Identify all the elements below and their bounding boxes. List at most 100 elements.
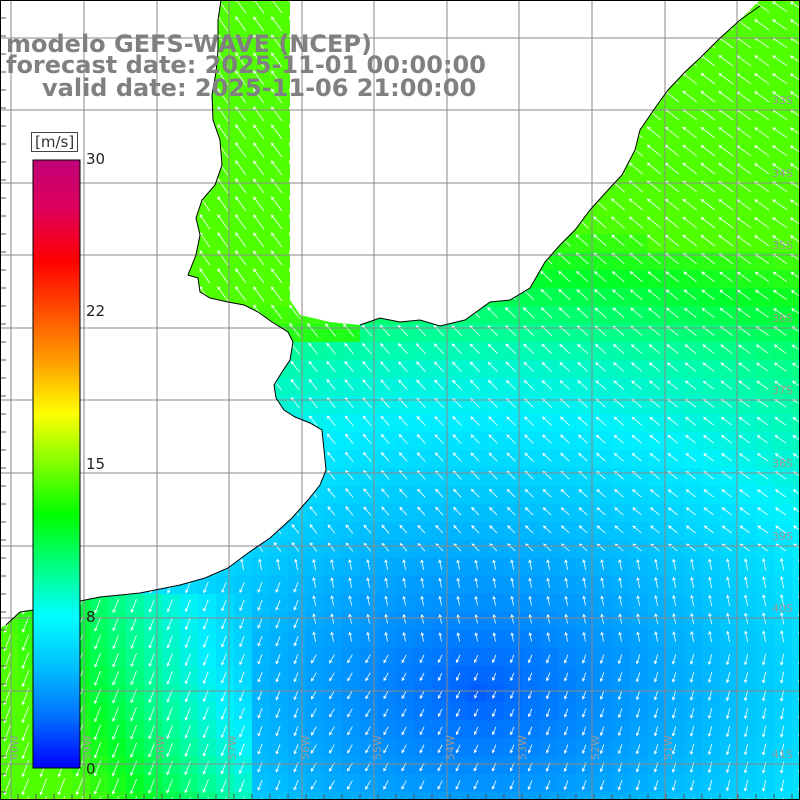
wind-arrow	[163, 87, 175, 104]
colorbar-unit: [m/s]	[31, 132, 79, 152]
wind-arrow	[575, 72, 589, 85]
lat-label: 41S	[772, 748, 793, 761]
speed-cell	[792, 648, 800, 667]
wind-arrow	[127, 69, 138, 86]
speed-cell	[792, 72, 800, 91]
wind-arrow	[539, 17, 553, 31]
speed-cell	[108, 792, 127, 800]
wind-arrow	[718, 55, 734, 67]
speed-cell	[612, 792, 631, 800]
lon-label: 60W	[8, 735, 21, 760]
wind-arrow	[503, 71, 517, 85]
wind-arrow	[575, 54, 589, 67]
speed-cell	[792, 324, 800, 343]
wind-arrow	[467, 71, 481, 85]
colorbar-tick-30: 30	[86, 150, 106, 168]
wind-arrow	[20, 69, 30, 86]
speed-cell	[792, 504, 800, 523]
speed-cell	[666, 792, 685, 800]
speed-cell	[522, 792, 541, 800]
wind-arrow	[92, 15, 102, 32]
wind-arrow	[700, 19, 716, 31]
wind-arrow	[449, 89, 463, 103]
wind-arrow	[235, 34, 247, 50]
speed-cell	[288, 792, 307, 800]
speed-cell	[720, 792, 739, 800]
speed-cell	[792, 90, 800, 109]
wind-arrow	[414, 17, 427, 31]
speed-cell	[198, 792, 217, 800]
speed-cell	[486, 792, 505, 800]
wind-arrow	[38, 51, 48, 68]
wind-arrow	[163, 15, 175, 32]
wind-arrow	[145, 51, 157, 68]
wind-arrow	[396, 17, 409, 31]
wind-arrow	[288, 16, 301, 32]
wind-arrow	[181, 16, 193, 32]
wind-arrow	[56, 51, 66, 68]
wind-arrow	[20, 15, 30, 32]
wind-arrow	[521, 71, 535, 85]
speed-cell	[792, 54, 800, 73]
wind-arrow	[270, 88, 283, 104]
colorbar-tick-0: 0	[86, 760, 96, 778]
wind-arrow	[38, 33, 48, 50]
wind-arrow	[181, 88, 193, 104]
wind-arrow	[324, 88, 337, 104]
wind-arrow	[682, 54, 698, 67]
wind-arrow	[324, 16, 337, 32]
speed-cell	[792, 396, 800, 415]
wind-arrow	[700, 73, 716, 85]
speed-cell	[792, 558, 800, 577]
wind-arrow	[628, 36, 644, 49]
wind-arrow	[92, 33, 102, 50]
wind-arrow	[306, 88, 319, 104]
lat-label: 38S	[772, 457, 793, 470]
wind-arrow	[414, 53, 427, 67]
speed-cell	[144, 792, 163, 800]
wind-arrow	[288, 52, 301, 68]
lon-label: 53W	[516, 735, 529, 760]
wind-arrow	[253, 34, 265, 50]
wind-arrow	[199, 34, 211, 50]
wind-arrow	[378, 52, 391, 67]
wind-arrow	[378, 70, 391, 85]
wind-arrow	[127, 33, 138, 50]
wind-arrow	[610, 18, 626, 31]
wind-arrow	[754, 19, 770, 31]
speed-cell	[252, 792, 271, 800]
speed-cell	[792, 414, 800, 433]
speed-cell	[792, 18, 800, 37]
speed-cell	[792, 486, 800, 505]
lon-label: 57W	[226, 735, 239, 760]
speed-cell	[792, 198, 800, 217]
wind-arrow	[288, 34, 301, 50]
speed-cell	[792, 576, 800, 595]
wind-arrow	[127, 15, 138, 32]
wind-arrow	[38, 69, 48, 86]
speed-cell	[792, 252, 800, 271]
wind-arrow	[449, 17, 463, 31]
speed-cell	[594, 792, 613, 800]
speed-cell	[792, 306, 800, 325]
wind-arrow	[485, 53, 499, 67]
speed-cell	[270, 792, 289, 800]
speed-cell	[162, 792, 181, 800]
wind-arrow	[110, 51, 120, 68]
wind-arrow	[378, 88, 391, 103]
speed-cell	[792, 180, 800, 199]
wind-arrow	[610, 72, 626, 85]
wind-arrow	[646, 18, 662, 31]
colorbar	[32, 159, 81, 769]
lon-label: 59W	[81, 735, 94, 760]
speed-cell	[396, 792, 415, 800]
wind-arrow	[74, 15, 84, 32]
speed-cell	[0, 792, 19, 800]
wind-arrow	[610, 36, 626, 49]
wind-arrow	[145, 33, 157, 50]
speed-cell	[18, 792, 37, 800]
wind-arrow	[557, 72, 571, 85]
speed-cell	[792, 756, 800, 775]
